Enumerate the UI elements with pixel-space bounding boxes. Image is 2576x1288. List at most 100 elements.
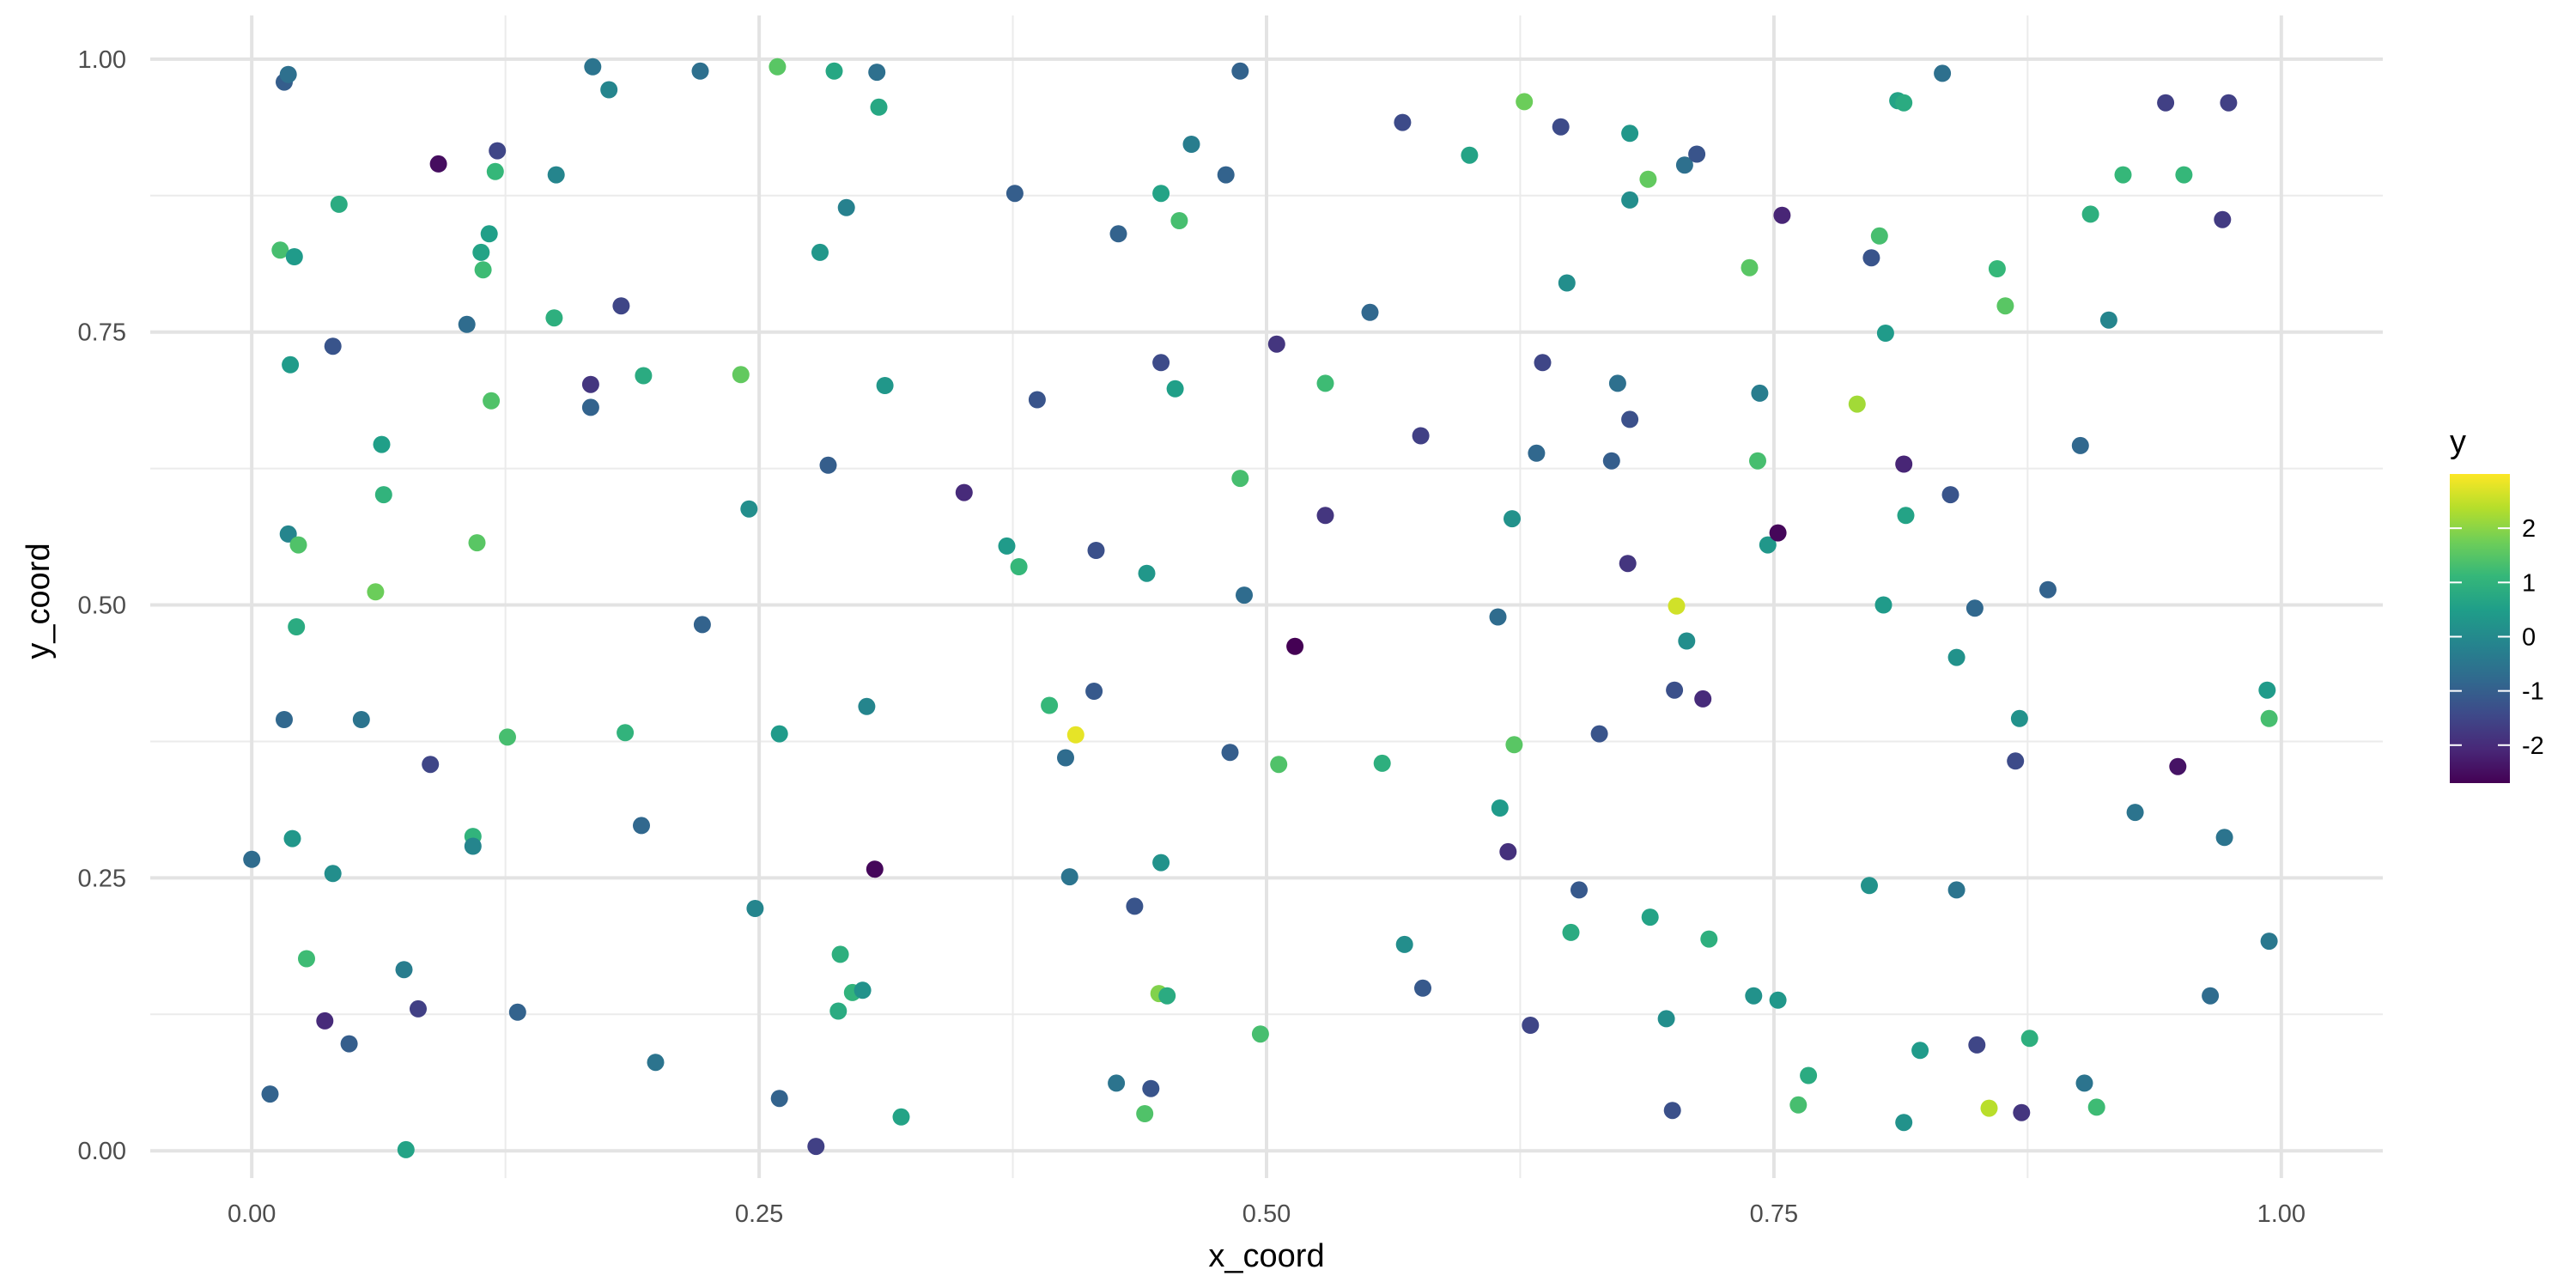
data-point xyxy=(499,728,516,746)
data-point xyxy=(1749,452,1766,470)
data-point xyxy=(868,64,886,82)
data-point xyxy=(489,142,507,160)
x-axis-ticks: 0.00 0.25 0.50 0.75 1.00 xyxy=(228,1200,2306,1228)
data-point xyxy=(1675,156,1693,174)
data-point xyxy=(1641,908,1659,927)
data-point xyxy=(1608,374,1626,392)
data-point xyxy=(1678,632,1696,650)
data-point xyxy=(1874,596,1893,614)
data-point xyxy=(1489,608,1507,626)
data-point xyxy=(271,241,289,259)
data-point xyxy=(612,297,630,315)
data-point xyxy=(1895,455,1913,473)
data-point xyxy=(1965,599,1984,617)
data-point xyxy=(1504,510,1521,528)
data-point xyxy=(508,1003,526,1021)
data-point xyxy=(1136,1105,1154,1122)
data-point xyxy=(1988,260,2006,277)
data-point xyxy=(1491,799,1509,817)
data-point xyxy=(1394,113,1412,131)
data-point xyxy=(1668,597,1686,615)
x-tick-label: 0.75 xyxy=(1750,1200,1798,1228)
data-point xyxy=(1522,1017,1540,1034)
legend-tick-label: -2 xyxy=(2522,732,2544,760)
data-point xyxy=(769,58,787,76)
data-point xyxy=(397,1140,415,1158)
x-tick-label: 0.00 xyxy=(228,1200,276,1228)
data-point xyxy=(1267,335,1285,353)
data-point xyxy=(770,725,788,743)
data-point xyxy=(545,309,563,327)
y-tick-label: 0.00 xyxy=(78,1138,126,1165)
data-point xyxy=(635,367,653,385)
data-point xyxy=(480,225,498,243)
data-point xyxy=(831,945,849,963)
data-point xyxy=(276,711,293,728)
data-point xyxy=(2039,580,2057,598)
data-point xyxy=(1316,507,1334,525)
data-point xyxy=(1870,227,1888,245)
data-point xyxy=(600,81,618,99)
y-axis-title: y_coord xyxy=(21,543,57,659)
data-point xyxy=(2087,1098,2105,1116)
data-point xyxy=(1361,303,1379,321)
data-point xyxy=(1170,212,1188,229)
y-tick-label: 1.00 xyxy=(78,46,126,74)
data-point xyxy=(1005,185,1024,203)
data-point xyxy=(1876,325,1894,342)
data-point xyxy=(584,58,602,76)
data-point xyxy=(819,456,837,474)
data-point xyxy=(1621,191,1639,209)
data-point xyxy=(2114,166,2132,184)
data-point xyxy=(1769,991,1787,1009)
data-point xyxy=(474,261,492,279)
data-point xyxy=(282,355,300,374)
data-point xyxy=(1800,1066,1818,1084)
data-point xyxy=(1980,1099,1998,1117)
data-point xyxy=(1947,881,1965,899)
data-point xyxy=(1152,854,1170,872)
data-point xyxy=(1666,681,1684,699)
data-point xyxy=(1663,1102,1681,1120)
x-tick-label: 0.50 xyxy=(1242,1200,1291,1228)
data-point xyxy=(1028,391,1046,409)
data-point xyxy=(2258,681,2276,699)
data-point xyxy=(746,900,764,917)
x-tick-label: 0.25 xyxy=(735,1200,783,1228)
data-point xyxy=(2007,752,2025,770)
data-point xyxy=(1688,145,1706,163)
data-point xyxy=(2010,709,2028,727)
data-point xyxy=(647,1054,665,1072)
data-point xyxy=(1251,1025,1269,1043)
major-gridlines xyxy=(150,15,2383,1178)
data-point xyxy=(547,166,565,184)
data-point xyxy=(1789,1096,1807,1114)
data-point xyxy=(1221,744,1239,762)
data-point xyxy=(1142,1079,1160,1097)
data-point xyxy=(1759,536,1777,554)
data-point xyxy=(1286,637,1304,655)
data-point xyxy=(1897,507,1915,525)
y-tick-label: 0.75 xyxy=(78,319,126,347)
data-point xyxy=(1751,384,1769,402)
legend-title: y xyxy=(2450,424,2466,460)
data-point xyxy=(279,525,297,543)
data-point xyxy=(870,98,888,116)
data-point xyxy=(1109,225,1127,243)
data-point xyxy=(581,398,599,416)
data-points xyxy=(243,58,2278,1158)
data-point xyxy=(1516,93,1534,111)
data-point xyxy=(770,1090,788,1108)
data-point xyxy=(837,198,855,216)
data-point xyxy=(1414,979,1431,997)
legend-tick-label: 0 xyxy=(2522,623,2536,651)
data-point xyxy=(324,865,342,883)
data-point xyxy=(243,850,261,868)
data-point xyxy=(2220,94,2238,112)
data-point xyxy=(1066,726,1084,744)
y-axis-ticks: 0.00 0.25 0.50 0.75 1.00 xyxy=(78,46,126,1165)
data-point xyxy=(1461,146,1479,164)
data-point xyxy=(2157,94,2175,112)
data-point xyxy=(1639,170,1657,188)
